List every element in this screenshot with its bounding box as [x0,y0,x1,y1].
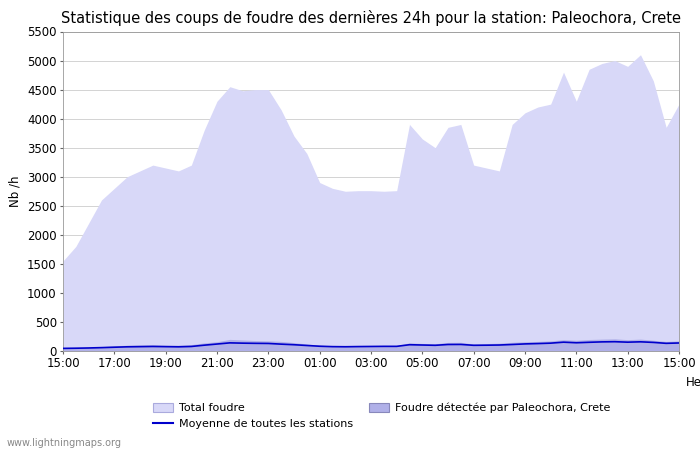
Text: www.lightningmaps.org: www.lightningmaps.org [7,438,122,448]
Title: Statistique des coups de foudre des dernières 24h pour la station: Paleochora, C: Statistique des coups de foudre des dern… [61,10,681,26]
Legend: Total foudre, Moyenne de toutes les stations, Foudre détectée par Paleochora, Cr: Total foudre, Moyenne de toutes les stat… [148,398,615,433]
Y-axis label: Nb /h: Nb /h [8,176,22,207]
Text: Heure: Heure [686,376,700,389]
